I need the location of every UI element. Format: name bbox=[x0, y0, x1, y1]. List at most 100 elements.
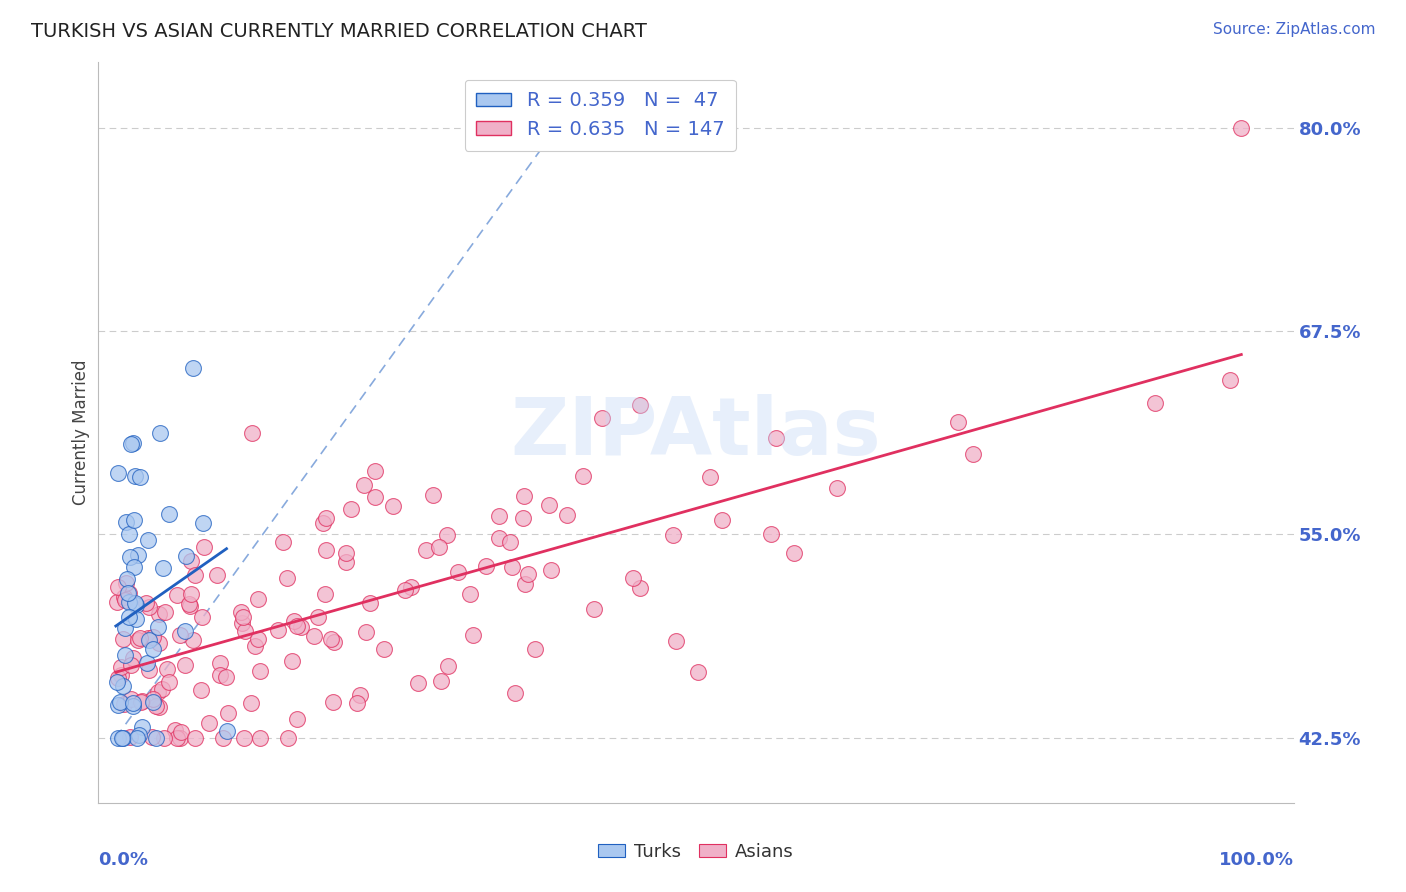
Point bbox=[124, 596, 146, 610]
Point bbox=[180, 587, 202, 601]
Point bbox=[129, 470, 152, 484]
Point bbox=[131, 695, 153, 709]
Point bbox=[501, 560, 523, 574]
Point bbox=[488, 509, 510, 524]
Point bbox=[488, 532, 510, 546]
Point bbox=[281, 654, 304, 668]
Point bbox=[118, 586, 141, 600]
Point bbox=[155, 605, 177, 619]
Point bbox=[783, 546, 806, 560]
Point bbox=[266, 624, 288, 638]
Point bbox=[430, 673, 453, 688]
Point bbox=[115, 572, 138, 586]
Point bbox=[184, 731, 207, 745]
Point bbox=[193, 540, 215, 554]
Point bbox=[323, 634, 346, 648]
Point bbox=[118, 527, 141, 541]
Point bbox=[120, 692, 142, 706]
Point bbox=[240, 696, 263, 710]
Point bbox=[110, 659, 132, 673]
Point bbox=[233, 731, 256, 745]
Point bbox=[107, 466, 129, 480]
Point bbox=[124, 468, 146, 483]
Point bbox=[129, 631, 152, 645]
Point bbox=[163, 723, 186, 737]
Point bbox=[761, 527, 783, 541]
Point bbox=[198, 716, 221, 731]
Point bbox=[145, 699, 167, 714]
Point bbox=[120, 658, 142, 673]
Point bbox=[315, 543, 337, 558]
Point bbox=[359, 596, 381, 610]
Point bbox=[513, 490, 536, 504]
Point bbox=[112, 698, 135, 712]
Point bbox=[246, 632, 269, 646]
Point bbox=[142, 630, 165, 644]
Point bbox=[191, 516, 214, 530]
Point bbox=[591, 411, 613, 425]
Point bbox=[447, 566, 470, 580]
Point bbox=[290, 620, 312, 634]
Point bbox=[346, 696, 368, 710]
Point bbox=[128, 729, 150, 743]
Point bbox=[233, 624, 256, 639]
Point bbox=[1143, 395, 1166, 409]
Point bbox=[314, 587, 336, 601]
Point bbox=[115, 576, 138, 591]
Point bbox=[353, 478, 375, 492]
Point bbox=[183, 361, 205, 376]
Point bbox=[335, 545, 357, 559]
Point bbox=[315, 511, 337, 525]
Point bbox=[271, 534, 294, 549]
Point bbox=[142, 642, 165, 657]
Point bbox=[249, 731, 271, 745]
Point bbox=[107, 698, 129, 712]
Point bbox=[112, 731, 135, 745]
Point bbox=[157, 507, 180, 521]
Point bbox=[215, 724, 238, 739]
Point bbox=[114, 648, 136, 662]
Point bbox=[166, 588, 188, 602]
Point bbox=[107, 671, 129, 685]
Point bbox=[212, 731, 235, 745]
Point bbox=[169, 627, 191, 641]
Point bbox=[710, 513, 733, 527]
Point bbox=[136, 533, 159, 548]
Point bbox=[540, 563, 562, 577]
Point bbox=[827, 481, 849, 495]
Point bbox=[475, 559, 498, 574]
Point bbox=[458, 587, 481, 601]
Point bbox=[191, 610, 214, 624]
Text: Source: ZipAtlas.com: Source: ZipAtlas.com bbox=[1212, 22, 1375, 37]
Point bbox=[110, 667, 132, 681]
Point bbox=[283, 614, 305, 628]
Point bbox=[150, 682, 173, 697]
Point bbox=[180, 554, 202, 568]
Point bbox=[146, 684, 169, 698]
Point bbox=[174, 658, 197, 673]
Point bbox=[349, 688, 371, 702]
Point bbox=[105, 675, 128, 690]
Point bbox=[122, 651, 145, 665]
Text: 100.0%: 100.0% bbox=[1219, 851, 1294, 869]
Point bbox=[153, 731, 176, 745]
Point bbox=[174, 549, 197, 563]
Y-axis label: Currently Married: Currently Married bbox=[72, 359, 90, 506]
Point bbox=[125, 612, 148, 626]
Point bbox=[437, 658, 460, 673]
Point bbox=[114, 621, 136, 635]
Point bbox=[322, 695, 344, 709]
Point bbox=[107, 580, 129, 594]
Point bbox=[122, 513, 145, 527]
Point bbox=[118, 595, 141, 609]
Point bbox=[190, 682, 212, 697]
Point bbox=[665, 633, 688, 648]
Text: TURKISH VS ASIAN CURRENTLY MARRIED CORRELATION CHART: TURKISH VS ASIAN CURRENTLY MARRIED CORRE… bbox=[31, 22, 647, 41]
Point bbox=[582, 602, 605, 616]
Point bbox=[117, 586, 139, 600]
Point bbox=[114, 593, 136, 607]
Point bbox=[307, 610, 329, 624]
Point bbox=[127, 731, 149, 745]
Point bbox=[1219, 373, 1241, 387]
Point bbox=[174, 624, 197, 639]
